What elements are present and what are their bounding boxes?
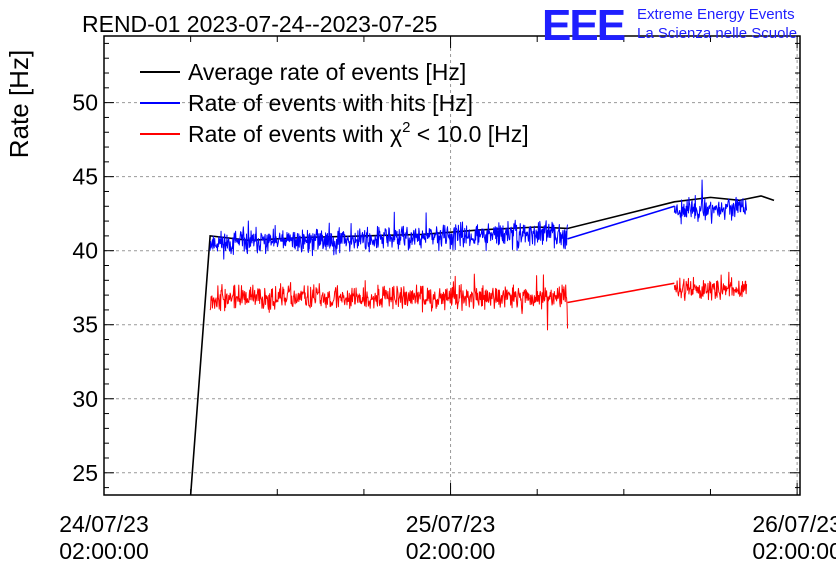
series-hits-bridge — [567, 205, 675, 240]
y-tick-labels: 25 30 35 40 45 50 — [72, 90, 98, 486]
y-axis-label: Rate [Hz] — [4, 50, 34, 158]
y-tick-label-50: 50 — [72, 90, 98, 116]
y-tick-label-35: 35 — [72, 312, 98, 338]
series-chi2-segment-1 — [673, 271, 748, 301]
series-group — [189, 179, 775, 495]
logo-line1: Extreme Energy Events — [637, 6, 795, 23]
series-chi2-bridge — [567, 282, 675, 304]
legend-label-average: Average rate of events [Hz] — [188, 59, 466, 85]
y-tick-label-30: 30 — [72, 386, 98, 412]
eee-logo: EEE Extreme Energy Events La Scienza nel… — [542, 1, 797, 50]
series-hits-segment-0 — [209, 211, 569, 260]
tick-layer — [103, 36, 800, 495]
x-tick-time-1: 02:00:00 — [406, 538, 496, 564]
y-tick-label-25: 25 — [72, 460, 98, 486]
legend-chi2-sup: 2 — [402, 119, 410, 136]
chart-title: REND-01 2023-07-24--2023-07-25 — [82, 11, 437, 37]
x-tick-labels: 24/07/2302:00:0025/07/2302:00:0026/07/23… — [59, 511, 836, 564]
x-tick-date-2: 26/07/23 — [752, 511, 836, 537]
x-tick-time-2: 02:00:00 — [752, 538, 836, 564]
legend-label-hits: Rate of events with hits [Hz] — [188, 90, 473, 116]
series-chi2-segment-0 — [209, 273, 569, 331]
y-tick-label-40: 40 — [72, 238, 98, 264]
legend-chi2-main: Rate of events with χ — [188, 121, 402, 147]
logo-line2: La Scienza nelle Scuole — [637, 25, 797, 42]
legend-label-chi2: Rate of events with χ2 < 10.0 [Hz] — [188, 119, 529, 147]
logo-eee-text: EEE — [542, 1, 625, 50]
x-tick-time-0: 02:00:00 — [59, 538, 149, 564]
legend-chi2-tail: < 10.0 [Hz] — [410, 121, 528, 147]
series-layer — [189, 179, 775, 495]
y-tick-label-45: 45 — [72, 164, 98, 190]
x-tick-date-0: 24/07/23 — [59, 511, 149, 537]
legend: Average rate of events [Hz] Rate of even… — [140, 59, 529, 147]
x-tick-date-1: 25/07/23 — [406, 511, 496, 537]
series-hits-segment-1 — [673, 179, 748, 225]
